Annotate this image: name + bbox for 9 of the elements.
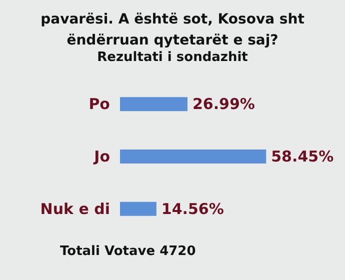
data-label: 14.56% xyxy=(161,200,224,218)
y-tick-label: Nuk e di xyxy=(40,200,110,218)
data-label: 26.99% xyxy=(192,95,255,114)
data-label: 58.45% xyxy=(271,148,334,166)
y-tick-label: Po xyxy=(88,95,110,114)
chart-subtitle: Rezultati i sondazhit xyxy=(97,50,248,65)
y-tick-label: Jo xyxy=(93,148,110,166)
text: Totali Votave 4720 xyxy=(60,244,196,259)
chart-title: pavarësi. A është sot, Kosova sht ëndërruan qytetarët e saj? xyxy=(40,12,305,48)
